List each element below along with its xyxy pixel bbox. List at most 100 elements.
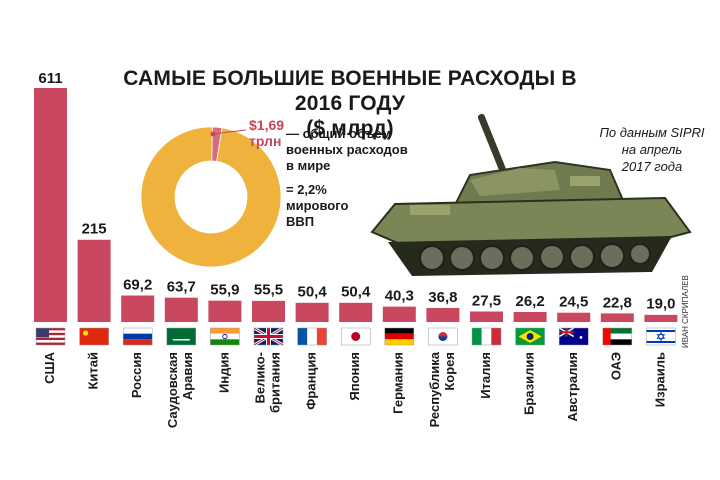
bar-category-label: Корея	[442, 352, 457, 391]
bar-category-label: Италия	[478, 352, 493, 399]
bar-group: 215 Китай	[77, 217, 111, 390]
bar-value-label: 26,2	[515, 293, 544, 310]
bar-group: 69,2 Россия	[121, 273, 155, 398]
value-label-bg	[164, 275, 198, 298]
author-credit: ИВАН СКРИПАЛЕВ	[681, 275, 690, 348]
bar-category-label: Япония	[347, 352, 362, 401]
bar	[557, 312, 591, 322]
description-line-1: — общий объем	[286, 126, 392, 141]
israel-flag	[646, 327, 676, 346]
value-label-bg	[34, 66, 67, 88]
bar-category-label: США	[42, 351, 57, 383]
bar-category-label: Австралия	[565, 352, 580, 422]
uk-flag	[253, 326, 284, 347]
value-label-bg	[77, 217, 111, 240]
bar-category-label: Россия	[129, 352, 144, 398]
value-label-bg	[470, 289, 503, 312]
germany-flag	[384, 327, 415, 346]
bar-category-label: Аравия	[180, 352, 195, 400]
bar	[470, 311, 503, 322]
donut-chart	[140, 126, 282, 268]
bar-group: 22,8 ОАЭ	[600, 291, 634, 380]
bar-group: 50,4 Япония	[339, 280, 373, 401]
world-total-amount: $1,69	[249, 117, 285, 133]
bar	[295, 302, 329, 322]
saudi-arabia-flag	[166, 327, 197, 346]
value-label-bg	[295, 280, 329, 303]
gdp-line-3: ВВП	[286, 214, 315, 229]
unit-label: ($ млрд)	[306, 117, 394, 140]
gdp-share-note: = 2,2% мирового ВВП	[286, 182, 386, 230]
bar-category-label: Индия	[216, 352, 231, 393]
bar-group: 55,5 Велико-британия	[252, 278, 285, 413]
bar-category-label: британия	[267, 352, 282, 413]
usa-flag	[35, 327, 66, 346]
bar-value-label: 27,5	[472, 292, 501, 309]
bar-value-label: 50,4	[341, 284, 371, 301]
source-line-2: на апрель	[621, 142, 683, 157]
bar	[77, 239, 111, 322]
world-total-value: $1,69 трлн	[249, 117, 289, 149]
value-label-bg	[382, 284, 416, 307]
bar-category-label: Франция	[304, 352, 319, 410]
bar-value-label: 50,4	[297, 284, 327, 301]
title-text: САМЫЕ БОЛЬШИЕ ВОЕННЫЕ РАСХОДЫ В 2016 ГОД…	[123, 67, 577, 115]
bar-category-label: Китай	[86, 352, 101, 390]
russia-flag	[122, 327, 153, 346]
bar-value-label: 24,5	[559, 294, 588, 311]
bar-group: 19,0 Израиль	[644, 292, 678, 407]
bar-value-label: 63,7	[167, 279, 196, 296]
bar	[644, 314, 678, 322]
bar-value-label: 19,0	[646, 296, 675, 313]
bar	[121, 295, 155, 322]
bar-group: 36,8 Республика Корея	[426, 285, 460, 427]
bars: 611 США 215 Китай 69,2 Россия 63,7 Саудовская Ар…	[34, 66, 678, 428]
bar	[339, 302, 373, 322]
bar-group: 27,5 Италия	[470, 289, 503, 399]
china-flag	[79, 327, 109, 346]
bar-value-label: 55,5	[254, 282, 283, 299]
world-total-unit: трлн	[249, 133, 282, 149]
bar-value-label: 22,8	[603, 294, 632, 311]
bar-group: 63,7 Саудовская Аравия	[164, 275, 198, 428]
value-label-bg	[121, 273, 155, 296]
bar-value-label: 215	[82, 221, 107, 238]
bar-group: 611 США	[34, 66, 67, 384]
uae-flag	[602, 327, 633, 346]
bar	[426, 307, 460, 322]
value-label-bg	[557, 290, 591, 313]
source-note: По данным SIPRI на апрель 2017 года	[592, 124, 712, 175]
india-flag	[210, 327, 240, 346]
value-label-bg	[600, 291, 634, 314]
bar-group: 24,5 Австралия	[557, 290, 591, 422]
value-label-bg	[252, 278, 285, 301]
source-line-1: По данным SIPRI	[599, 125, 705, 140]
gdp-line-2: мирового	[286, 198, 349, 213]
bar	[600, 313, 634, 322]
source-line-3: 2017 года	[621, 159, 683, 174]
italy-flag	[471, 327, 502, 346]
bar-group: 40,3 Германия	[382, 284, 416, 414]
bar-value-label: 55,9	[210, 282, 239, 299]
value-label-bg	[513, 289, 547, 312]
value-label-bg	[208, 278, 242, 301]
bar-value-label: 40,3	[385, 288, 414, 305]
value-label-bg	[644, 292, 678, 315]
bar-group: 55,9 Индия	[208, 278, 242, 393]
bar	[513, 311, 547, 322]
donut-slice-rest	[140, 126, 282, 268]
gdp-line-1: = 2,2%	[286, 182, 327, 197]
france-flag	[297, 327, 327, 346]
bar	[382, 306, 416, 322]
bar-category-label: Германия	[391, 352, 406, 414]
brazil-flag	[515, 327, 545, 346]
description-line-3: в мире	[286, 158, 331, 173]
bar	[164, 297, 198, 322]
bar-category-label: Бразилия	[522, 352, 537, 415]
bar-group: 26,2 Бразилия	[513, 289, 547, 415]
bar-category-label: Велико-	[252, 352, 267, 403]
bar-category-label: Саудовская	[165, 352, 180, 428]
pointer-line	[212, 129, 247, 135]
value-label-bg	[426, 285, 460, 308]
